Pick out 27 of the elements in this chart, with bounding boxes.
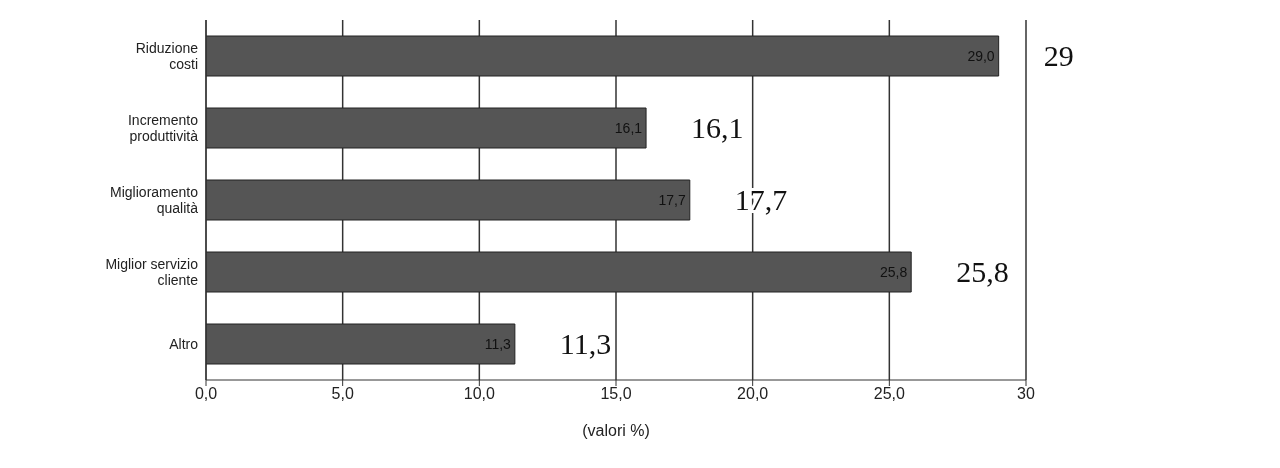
x-axis-title: (valori %) [582, 422, 650, 439]
x-tick-label: 25,0 [873, 385, 906, 403]
bar [206, 179, 691, 221]
y-tick-label: Incremento produttività [127, 112, 199, 144]
x-tick-label: 0,0 [194, 385, 218, 403]
y-tick-label: Miglioramento qualità [110, 184, 199, 216]
x-tick-label: 10,0 [463, 385, 496, 403]
bar [206, 251, 912, 293]
data-label: 16,1 [614, 120, 643, 136]
annotation: 11,3 [559, 327, 612, 360]
bar [206, 323, 516, 365]
x-tick-label: 30 [1017, 385, 1035, 403]
data-label: 29,0 [967, 48, 995, 64]
y-tick-label: Miglior servizio cliente [105, 256, 199, 288]
data-label: 11,3 [484, 336, 512, 352]
annotation: 25,8 [956, 255, 1009, 288]
x-tick-label: 20,0 [737, 385, 769, 403]
text: 29 [1043, 39, 1074, 72]
data-label: 17,7 [658, 192, 687, 208]
bar [206, 107, 647, 149]
annotation: 16,1 [691, 111, 744, 144]
y-tick-label: Altro [169, 336, 199, 352]
x-tick-label: 5,0 [331, 385, 354, 403]
bar [206, 35, 1000, 77]
y-tick-label: Riduzione costi [135, 40, 199, 72]
x-tick-label: 15,0 [600, 385, 632, 403]
data-label: 25,8 [879, 264, 908, 280]
